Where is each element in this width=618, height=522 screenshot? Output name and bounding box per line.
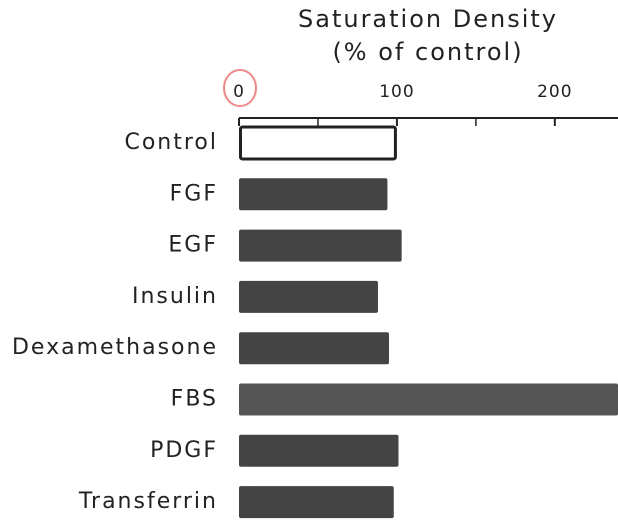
bar [239, 332, 390, 365]
bar [239, 280, 378, 313]
x-tick-label: 0 [233, 82, 245, 102]
bar [239, 486, 394, 519]
x-tick-label: 200 [537, 82, 572, 102]
bar [239, 229, 402, 262]
category-label: EGF [168, 233, 218, 258]
category-label: Dexamethasone [12, 335, 218, 360]
category-label: FGF [170, 181, 218, 206]
category-label: Control [124, 130, 218, 155]
bar [239, 383, 618, 416]
bar [239, 125, 397, 161]
axis-label: (% of control) [332, 38, 523, 66]
category-label: Insulin [132, 284, 218, 309]
bar [239, 178, 388, 211]
hand-mark [223, 69, 257, 107]
category-label: Transferrin [78, 489, 218, 514]
category-label: PDGF [150, 438, 218, 463]
bar [239, 434, 399, 467]
chart-title: Saturation Density [298, 5, 558, 33]
x-tick-label: 100 [379, 82, 414, 102]
category-label: FBS [171, 387, 218, 412]
